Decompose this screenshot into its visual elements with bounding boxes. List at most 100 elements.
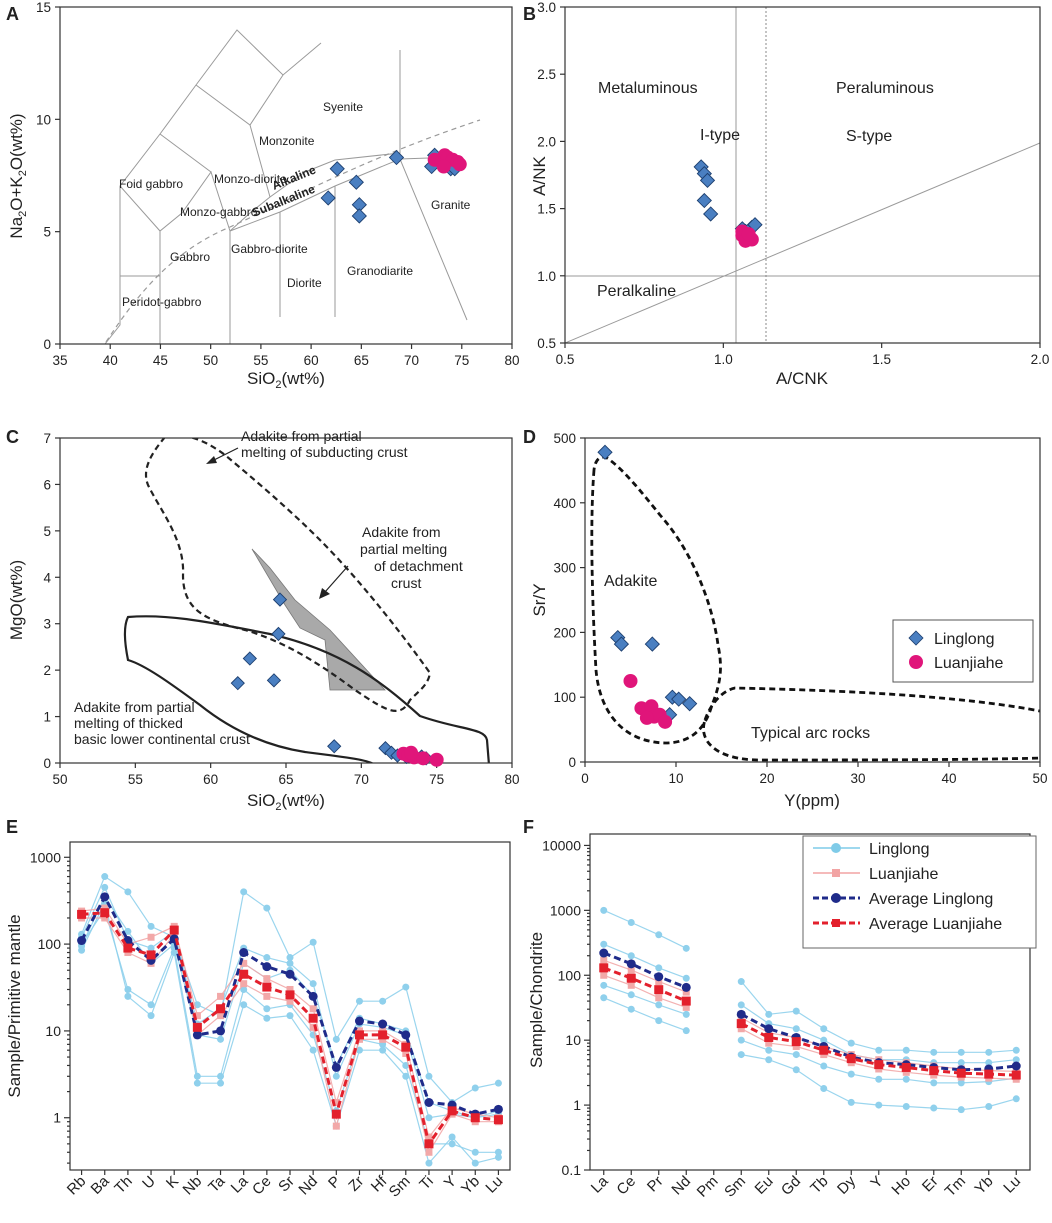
x-tick-label: Dy [834,1172,859,1197]
y-axis-label-a: Na2O+K2O(wt%) [7,113,29,238]
sample-point [957,1048,965,1056]
sample-point [847,1039,855,1047]
x-tick-label: 70 [354,772,369,787]
luanjiahe-point [452,157,467,172]
y-tick-label: 3.0 [537,0,556,15]
annotation: Adakite from partial melting of thicked ba… [74,699,250,747]
sample-point [147,944,155,952]
y-tick-label: 10 [565,1032,581,1048]
sample-point [820,1085,828,1093]
x-tick-label: Ce [613,1173,639,1199]
axis-ticks-b: 0.5 1.0 1.5 2.0 0.5 1.0 1.5 2.0 2.5 3.0 [537,0,1049,367]
sample-point [627,981,635,989]
sample-point [902,1046,910,1054]
average-point [216,1004,226,1014]
x-tick-label: Y [867,1173,886,1192]
y-tick-label: 2.5 [537,67,556,82]
annotation-line: melting of thicked [74,715,183,731]
y-tick-label: 1000 [550,902,581,918]
sample-point [217,1012,225,1020]
average-point [262,982,272,992]
sample-point [600,940,608,948]
legend-label: Luanjiahe [934,655,1004,672]
x-tick-label: 20 [759,771,774,786]
sample-point [737,1051,745,1059]
x-tick-label: 55 [128,772,143,787]
sample-point [425,1159,433,1167]
average-point [1011,1070,1021,1080]
sample-point [902,1075,910,1083]
sample-point [1012,1095,1020,1103]
sample-point [682,974,690,982]
sample-point [425,1133,433,1141]
panel-b-acnk-diagram: B 0.5 1.0 1.5 2.0 0.5 1.0 1.5 2.0 2.5 3.0 Metalum… [523,0,1049,388]
sample-point [957,1059,965,1067]
y-tick-label: 10 [36,112,51,127]
average-point [401,1030,411,1040]
sample-point [286,997,294,1005]
sample-profile-line [603,959,1017,1072]
sample-point [655,1017,663,1025]
sample-point [263,954,271,962]
panel-letter-a: A [6,4,19,24]
sample-point [792,1025,800,1033]
panel-letter-d: D [523,427,536,447]
average-point [764,1024,774,1034]
linglong-point [266,673,282,688]
field-label: Metaluminous [598,80,698,97]
x-tick-label: Gd [778,1173,804,1199]
average-point [100,892,110,902]
x-tick-label: Lu [1000,1173,1024,1197]
sample-point [627,966,635,974]
axis-ticks-c: 50 55 60 65 70 75 80 0 1 2 3 4 5 6 7 [43,431,519,787]
sample-point [217,1079,225,1087]
sample-point [309,980,317,988]
sample-point [471,1084,479,1092]
average-point [929,1066,939,1076]
y-tick-label: 5 [43,524,51,539]
luanjiahe-point [429,752,444,767]
sample-point [263,975,271,983]
average-point [331,1109,341,1119]
sample-point [930,1104,938,1112]
sample-point [402,1061,410,1069]
x-tick-label: Zr [345,1173,367,1195]
x-axis-label-c: SiO2(wt%) [247,791,325,813]
y-tick-label: 1000 [30,849,61,865]
y-axis-label-d: Sr/Y [530,583,549,616]
linglong-point [388,149,405,166]
panel-letter-b: B [523,4,536,24]
average-point [77,909,87,919]
x-tick-label: 40 [103,353,118,368]
y-tick-label: 200 [553,625,576,640]
tas-field-boundaries [104,29,481,344]
sample-profile-line [603,997,1017,1111]
x-tick-label: Nd [668,1173,694,1199]
average-point [654,972,664,982]
panel-f-ree-diagram: F 0.1 1 10 100 1000 10000 La Ce Pr Nd Pm Sm Eu Gd Tb Dy… [523,817,1037,1201]
x-tick-label: Y [441,1173,460,1192]
linglong-point [271,626,286,642]
sample-point [902,1068,910,1076]
sample-point [355,1046,363,1054]
average-point [626,973,636,983]
y-tick-label: 100 [558,967,582,983]
sample-point [309,1023,317,1031]
x-tick-label: Sm [721,1173,749,1201]
sample-point [240,985,248,993]
field-label: S-type [846,128,892,145]
average-point [216,1026,226,1036]
sample-point [765,1039,773,1047]
average-point [493,1104,503,1114]
legend-label: Average Luanjiahe [869,916,1002,933]
field-label: Monzo-diorite [214,172,287,186]
x-tick-label: 10 [668,771,683,786]
average-point [424,1097,434,1107]
average-point [169,925,179,935]
legend-f: Linglong Luanjiahe Average Linglong Aver… [802,835,1037,949]
x-tick-label: 70 [404,353,419,368]
sample-point [124,927,132,935]
sample-point [682,1003,690,1011]
x-axis-label-a: SiO2(wt%) [247,369,325,391]
y-tick-label: 0 [43,756,51,771]
